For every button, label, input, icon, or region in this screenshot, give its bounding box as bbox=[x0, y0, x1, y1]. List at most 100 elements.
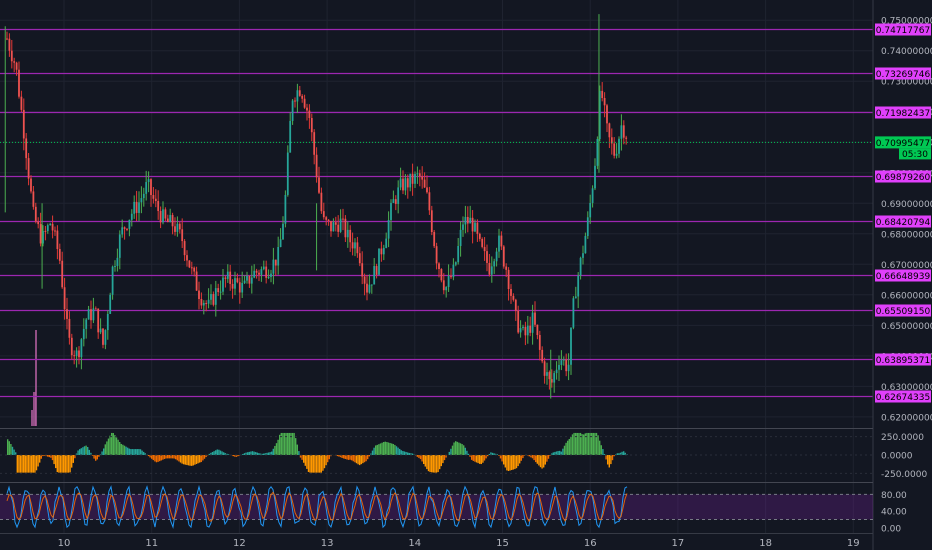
candle-body bbox=[46, 225, 49, 232]
oscillator-bar bbox=[346, 455, 348, 460]
oscillator-bar bbox=[274, 445, 276, 455]
candle-body bbox=[476, 222, 479, 234]
oscillator-bar bbox=[365, 455, 367, 462]
oscillator-bar bbox=[197, 455, 199, 464]
volume-bar bbox=[33, 392, 36, 426]
candle-body bbox=[574, 296, 577, 299]
oscillator-bar bbox=[595, 432, 598, 455]
oscillator-bar bbox=[50, 455, 52, 458]
candle-body bbox=[414, 173, 416, 184]
candle-body bbox=[183, 241, 186, 256]
candle-body bbox=[555, 369, 558, 374]
oscillator-bar bbox=[29, 455, 31, 473]
oscillator-bar bbox=[78, 449, 81, 455]
level-tag-box bbox=[875, 23, 931, 36]
oscillator-bar bbox=[384, 441, 386, 455]
oscillator-bar bbox=[570, 436, 572, 455]
oscillator-bar bbox=[432, 455, 434, 473]
oscillator-bar bbox=[114, 435, 116, 455]
oscillator-bar bbox=[232, 455, 234, 457]
oscillator-bar bbox=[112, 433, 114, 455]
oscillator-bar bbox=[381, 442, 383, 455]
oscillator-bar bbox=[611, 455, 614, 461]
oscillator-bar bbox=[125, 446, 127, 455]
candle-body bbox=[490, 266, 493, 275]
oscillator-bar bbox=[312, 455, 314, 473]
candle-body bbox=[147, 179, 150, 183]
candle-body bbox=[303, 98, 306, 108]
oscillator-bar bbox=[120, 443, 122, 455]
candle-body bbox=[123, 227, 126, 229]
oscillator-bar bbox=[494, 453, 497, 455]
candle-body bbox=[620, 125, 623, 139]
countdown-box bbox=[899, 148, 931, 160]
current-price-label: 0.70995477 bbox=[876, 139, 930, 149]
oscillator-bar bbox=[224, 453, 226, 455]
oscillator-bar bbox=[416, 455, 418, 457]
oscillator-bar bbox=[246, 452, 249, 455]
oscillator-bar bbox=[368, 455, 370, 457]
oscillator-bar bbox=[357, 455, 359, 465]
candle-body bbox=[135, 201, 138, 213]
oscillator-bar bbox=[104, 444, 106, 455]
oscillator-bar bbox=[162, 455, 164, 460]
candle-body bbox=[433, 232, 436, 247]
candle-body bbox=[13, 61, 16, 63]
oscillator-bar bbox=[8, 441, 10, 455]
oscillator-bar bbox=[397, 447, 399, 455]
oscillator-bar bbox=[499, 455, 502, 459]
oscillator-bar bbox=[422, 455, 425, 465]
oscillator-bar bbox=[253, 451, 255, 455]
candle-body bbox=[205, 303, 208, 305]
candle-body bbox=[344, 218, 347, 238]
candle-body bbox=[243, 280, 246, 283]
candle-body bbox=[224, 277, 227, 279]
candle-body bbox=[394, 199, 397, 204]
candle-body bbox=[411, 173, 414, 184]
time-tick-label: 18 bbox=[759, 538, 772, 549]
oscillator-bar bbox=[262, 453, 265, 455]
candle-body bbox=[253, 270, 256, 278]
oscillator-bar bbox=[128, 448, 130, 455]
current-price-tag-box bbox=[875, 136, 931, 149]
candle-body bbox=[387, 219, 390, 239]
candle-body bbox=[466, 216, 469, 224]
candle-body bbox=[226, 271, 229, 279]
oscillator-bar bbox=[462, 445, 465, 455]
candle-body bbox=[409, 173, 412, 188]
oscillator-bar bbox=[322, 455, 324, 471]
oscillator-bar bbox=[371, 450, 374, 455]
oscillator-bar bbox=[131, 449, 134, 455]
oscillator-bar bbox=[370, 453, 372, 455]
oscillator-bar bbox=[392, 444, 394, 455]
oscillator-bar bbox=[613, 455, 615, 457]
oscillator-bar bbox=[109, 435, 111, 455]
candle-body bbox=[330, 220, 332, 232]
oscillator-bar bbox=[347, 455, 350, 460]
candle-body bbox=[488, 262, 491, 275]
oscillator-bar bbox=[515, 455, 518, 469]
candle-body bbox=[145, 182, 148, 194]
oscillator-bar bbox=[34, 455, 36, 473]
candle-body bbox=[102, 328, 104, 345]
candle-body bbox=[382, 247, 385, 255]
candle-body bbox=[440, 269, 443, 281]
candle-body bbox=[442, 280, 445, 291]
level-tag-label: 0.66648939 bbox=[876, 272, 931, 282]
oscillator-bar bbox=[91, 455, 94, 456]
oscillator-bar bbox=[552, 452, 554, 455]
oscillator-bar bbox=[603, 454, 606, 455]
oscillator-bar bbox=[539, 455, 542, 468]
oscillator-bar bbox=[202, 455, 204, 461]
oscillator-tick-label: 0.0000 bbox=[881, 452, 913, 462]
time-tick-label: 17 bbox=[672, 538, 685, 549]
candle-body bbox=[378, 248, 380, 275]
candle-body bbox=[157, 201, 160, 212]
oscillator-bar bbox=[163, 455, 166, 459]
candle-body bbox=[594, 165, 596, 189]
oscillator-bar bbox=[110, 432, 113, 455]
oscillator-bar bbox=[86, 447, 89, 455]
oscillator-bar bbox=[600, 445, 602, 455]
oscillator-bar bbox=[518, 455, 521, 464]
